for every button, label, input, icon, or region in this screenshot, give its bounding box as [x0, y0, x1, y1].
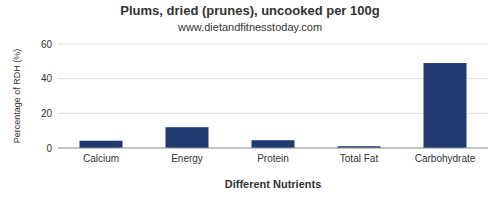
bar	[80, 141, 123, 148]
title: Plums, dried (prunes), uncooked per 100g	[120, 3, 379, 18]
bar	[166, 127, 209, 148]
x-tick-label: Total Fat	[340, 153, 379, 164]
x-axis-line	[58, 148, 488, 149]
x-tick-label: Protein	[257, 153, 289, 164]
chart-container: Plums, dried (prunes), uncooked per 100g…	[0, 0, 500, 200]
y-axis-label: Percentage of RDH (%)	[12, 49, 22, 144]
bars	[80, 63, 467, 148]
grid-line	[58, 148, 488, 149]
bar	[252, 140, 295, 148]
y-tick-label: 20	[41, 108, 53, 119]
chart: Plums, dried (prunes), uncooked per 100g…	[0, 0, 500, 200]
y-tick-label: 60	[41, 39, 53, 50]
x-axis-label: Different Nutrients	[225, 178, 322, 190]
x-tick-label: Carbohydrate	[415, 153, 476, 164]
x-tick-label: Energy	[171, 153, 203, 164]
grid	[58, 44, 488, 148]
subtitle: www.dietandfitnesstoday.com	[177, 21, 322, 33]
bar	[424, 63, 467, 148]
grid-line	[58, 44, 488, 45]
y-tick-label: 0	[46, 143, 52, 154]
x-tick-label: Calcium	[83, 153, 119, 164]
y-tick-label: 40	[41, 73, 53, 84]
